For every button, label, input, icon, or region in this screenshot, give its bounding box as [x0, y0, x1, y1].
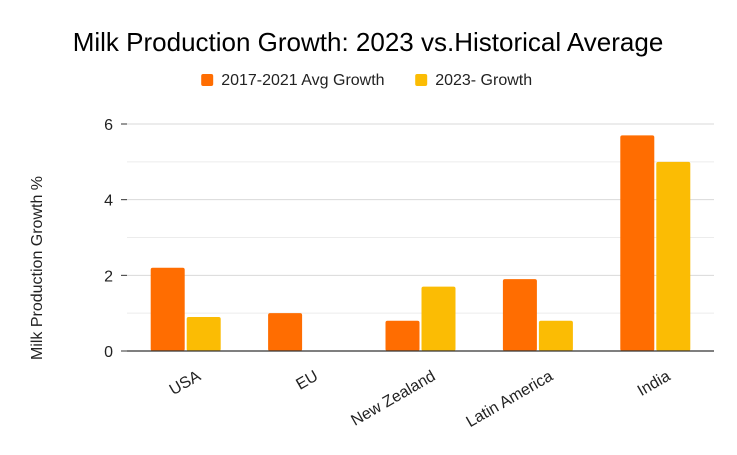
bar-india-series-2 [656, 161, 691, 351]
x-category-label: New Zealand [348, 368, 438, 430]
legend: 2017-2021 Avg Growth 2023- Growth [201, 72, 532, 89]
bar-new-zealand-series-2 [421, 286, 456, 351]
bar-eu-series-1 [268, 313, 303, 351]
bar-latin-america-series-2 [538, 320, 573, 351]
legend-swatch [415, 74, 428, 86]
legend-swatch [201, 74, 214, 86]
bar-india-series-1 [620, 135, 655, 351]
bar-latin-america-series-1 [502, 279, 537, 351]
y-tick-label: 0 [104, 344, 113, 361]
x-category-label: EU [293, 368, 321, 394]
x-category-label: India [635, 368, 674, 400]
y-axis-ticks: 0 2 4 6 [104, 117, 127, 361]
bar-usa-series-1 [150, 267, 185, 351]
y-tick-label: 2 [104, 268, 113, 285]
bar-new-zealand-series-1 [385, 320, 420, 351]
y-tick-label: 4 [104, 193, 113, 210]
legend-label: 2023- Growth [435, 72, 532, 89]
x-category-label: USA [167, 368, 204, 399]
bar-usa-series-2 [186, 316, 221, 351]
x-axis-categories: USA EU New Zealand Latin America India [167, 368, 674, 431]
y-tick-label: 6 [104, 117, 113, 134]
y-axis-label: Milk Production Growth % [29, 176, 46, 360]
gridlines [127, 123, 714, 314]
x-category-label: Latin America [463, 368, 556, 431]
chart-title: Milk Production Growth: 2023 vs.Historic… [73, 27, 664, 57]
bars [150, 135, 691, 351]
legend-label: 2017-2021 Avg Growth [221, 72, 384, 89]
